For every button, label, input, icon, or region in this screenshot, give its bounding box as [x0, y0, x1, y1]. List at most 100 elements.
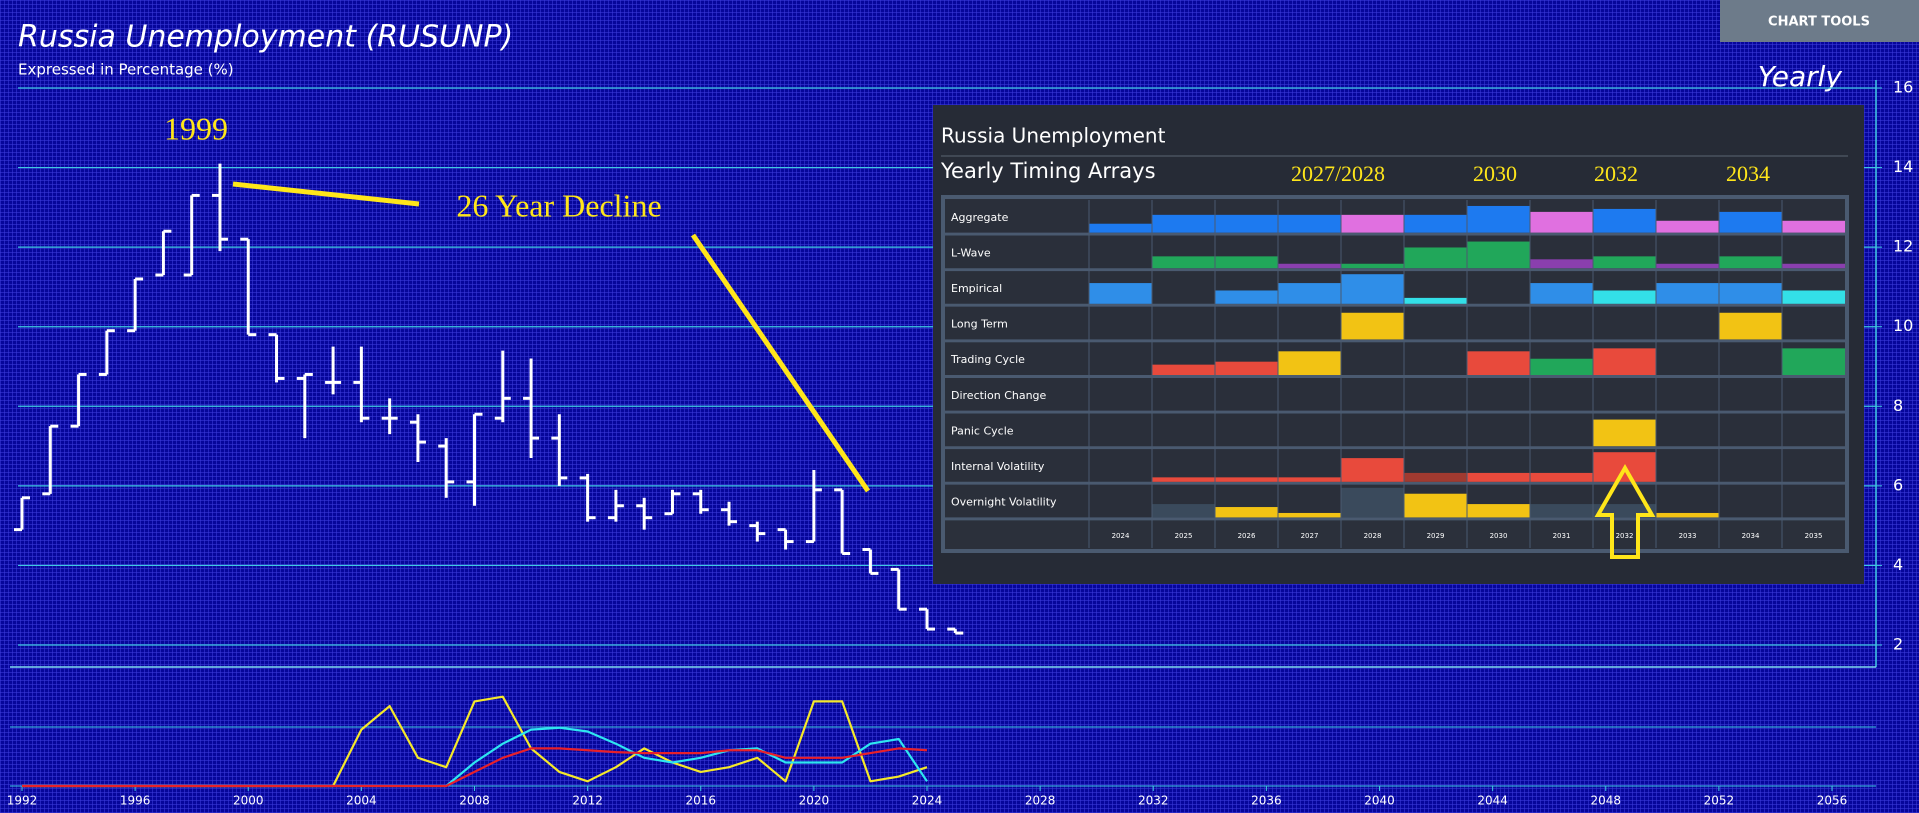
timing-title: Russia Unemployment	[941, 124, 1166, 148]
column-label: 2035	[1805, 532, 1823, 540]
timing-bar	[1215, 361, 1278, 375]
column-label: 2025	[1175, 532, 1193, 540]
timing-bar	[1278, 351, 1341, 375]
column-label: 2029	[1427, 532, 1445, 540]
timing-bar	[1467, 504, 1530, 518]
timing-bar	[1656, 512, 1719, 518]
timing-bar	[1719, 256, 1782, 269]
timing-subtitle: Yearly Timing Arrays	[940, 159, 1156, 183]
timing-bar	[1467, 472, 1530, 482]
timing-bar	[1467, 241, 1530, 269]
timing-bar	[1467, 351, 1530, 375]
timing-bar	[1278, 512, 1341, 518]
y-tick-label: 14	[1893, 157, 1913, 176]
timing-bar	[1656, 263, 1719, 269]
trend-line	[232, 181, 420, 207]
y-tick-label: 4	[1893, 555, 1903, 574]
timing-bar	[1404, 214, 1467, 233]
timing-bar	[1152, 256, 1215, 269]
arrow	[1594, 463, 1656, 559]
y-tick-label: 12	[1893, 237, 1913, 256]
timing-bar	[1089, 223, 1152, 233]
row-bg	[945, 342, 1845, 375]
x-tick-label: 2000	[233, 794, 264, 808]
chart-subtitle: Expressed in Percentage (%)	[18, 61, 234, 79]
x-tick-label: 2032	[1138, 794, 1169, 808]
row-label: Aggregate	[951, 211, 1009, 224]
timing-bar	[1530, 504, 1593, 518]
timing-bar	[1152, 214, 1215, 233]
annotation: 2030	[1473, 161, 1517, 186]
chart-tools-label[interactable]: CHART TOOLS	[1768, 15, 1870, 30]
row-bg	[945, 378, 1845, 411]
x-tick-label: 2036	[1251, 794, 1282, 808]
chart-title: Russia Unemployment (RUSUNP)	[18, 20, 513, 55]
timing-bar	[1215, 290, 1278, 304]
row-bg	[945, 413, 1845, 447]
timing-bar	[1782, 220, 1845, 233]
x-tick-label: 2024	[912, 794, 943, 808]
column-label: 2026	[1238, 532, 1256, 540]
chart-tools-button[interactable]	[1720, 0, 1919, 42]
timing-bar	[1404, 297, 1467, 304]
timing-bar	[1215, 477, 1278, 482]
timing-bar	[1593, 419, 1656, 447]
row-label: Long Term	[951, 318, 1008, 331]
x-tick-label: 2048	[1590, 794, 1621, 808]
timing-bar	[1152, 477, 1215, 482]
y-tick-label: 10	[1893, 316, 1913, 335]
timing-bar	[1530, 283, 1593, 304]
timing-bar	[1341, 458, 1404, 482]
y-tick-label: 2	[1893, 635, 1903, 654]
x-tick-label: 2044	[1477, 794, 1508, 808]
timing-bar	[1341, 263, 1404, 269]
row-bg	[945, 235, 1845, 269]
timing-bar	[1152, 504, 1215, 518]
row-label: Panic Cycle	[951, 424, 1014, 437]
timing-bar	[1341, 274, 1404, 304]
annotation: 1999	[164, 110, 228, 146]
row-label: Trading Cycle	[950, 353, 1025, 366]
timing-bar	[1215, 507, 1278, 518]
y-tick-label: 8	[1893, 396, 1903, 415]
x-tick-label: 2016	[685, 794, 716, 808]
timing-bar	[1719, 283, 1782, 304]
timing-bar	[1404, 493, 1467, 518]
column-label: 2032	[1616, 532, 1634, 540]
row-label: L-Wave	[951, 246, 991, 259]
timing-bar	[1530, 472, 1593, 482]
annotation: 26 Year Decline	[456, 187, 661, 223]
row-label: Direction Change	[951, 389, 1047, 402]
x-tick-label: 2056	[1817, 794, 1848, 808]
timing-bar	[1530, 259, 1593, 269]
column-label: 2027	[1301, 532, 1319, 540]
row-label: Empirical	[951, 282, 1002, 295]
x-tick-label: 1996	[120, 794, 151, 808]
timing-bar	[1341, 214, 1404, 233]
timing-bar	[1404, 247, 1467, 269]
timing-bar	[1719, 312, 1782, 340]
timing-bar	[1278, 214, 1341, 233]
timing-bar	[1782, 263, 1845, 269]
x-tick-label: 2004	[346, 794, 377, 808]
timing-bar	[1719, 211, 1782, 233]
column-label: 2033	[1679, 532, 1697, 540]
annotation: 2032	[1594, 161, 1638, 186]
x-tick-label: 2012	[572, 794, 603, 808]
timing-bar	[1656, 220, 1719, 233]
annotation: 2027/2028	[1291, 161, 1385, 186]
timing-bar	[1782, 290, 1845, 304]
timing-bar	[1530, 211, 1593, 233]
timing-bar	[1467, 205, 1530, 233]
x-tick-label: 2040	[1364, 794, 1395, 808]
column-label: 2030	[1490, 532, 1508, 540]
timing-bar	[1530, 358, 1593, 375]
row-label: Overnight Volatility	[951, 496, 1057, 509]
timing-bar	[1215, 214, 1278, 233]
timing-bar	[1341, 487, 1404, 518]
x-tick-label: 2008	[459, 794, 490, 808]
timing-bar	[1089, 283, 1152, 304]
x-tick-label: 2020	[799, 794, 830, 808]
column-label: 2028	[1364, 532, 1382, 540]
